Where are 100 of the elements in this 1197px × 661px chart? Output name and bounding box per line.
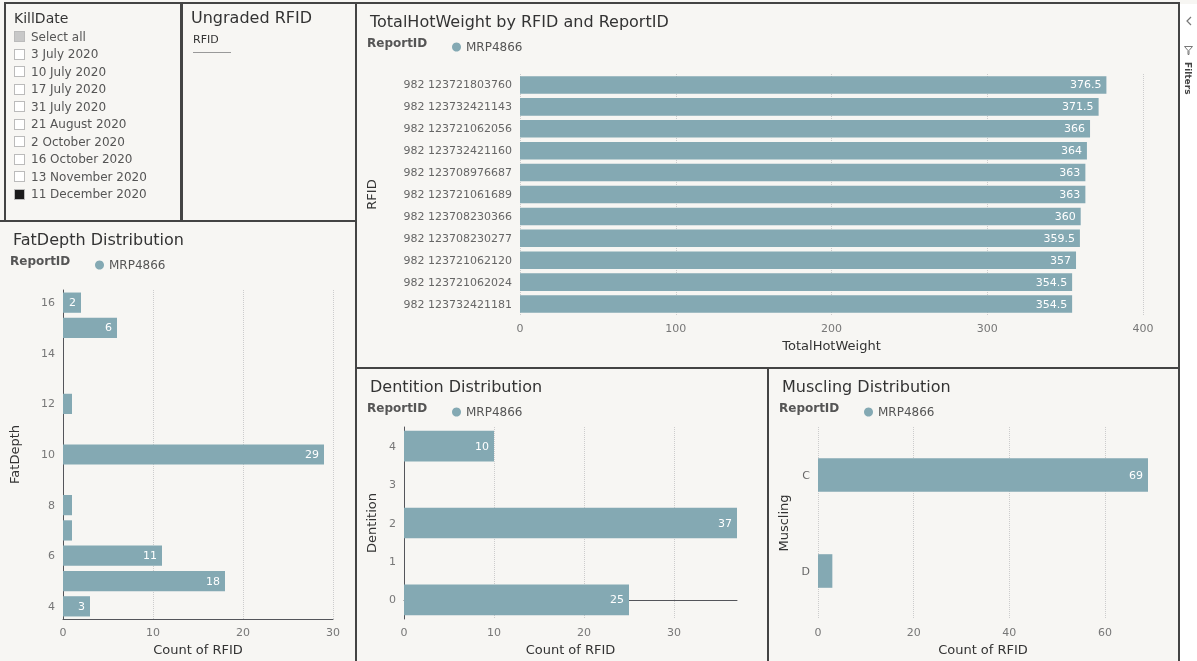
bar	[520, 141, 1087, 160]
category-label: 21 August 2020	[31, 117, 127, 132]
bar	[63, 292, 81, 313]
y-tick-label: 10	[41, 448, 55, 461]
category-label: 3 July 2020	[31, 47, 99, 62]
legend-title: ReportID	[367, 401, 428, 415]
text: Filters	[1183, 62, 1193, 95]
data-label: 363	[1059, 188, 1081, 201]
data-label: 371.5	[1062, 100, 1094, 114]
data-label: 366	[1064, 122, 1086, 136]
data-label: 6	[105, 321, 112, 335]
bar	[520, 185, 1086, 204]
y-axis-title: Muscling	[776, 494, 791, 552]
data-label: 11	[143, 549, 157, 563]
bar	[520, 273, 1073, 291]
bar	[520, 251, 1077, 269]
data-label: 69	[1129, 468, 1143, 482]
y-axis-title: RFID	[364, 179, 379, 210]
legend-label: MRP4866	[466, 405, 523, 419]
bar	[63, 520, 72, 541]
bar	[63, 393, 72, 415]
data-label: 37	[718, 516, 732, 530]
x-tick-label: 0	[59, 626, 67, 639]
category-label: 31 July 2020	[31, 99, 107, 114]
bar	[63, 545, 162, 566]
y-tick-label: 982 123708230366	[403, 209, 512, 223]
y-tick-label: 14	[41, 346, 55, 360]
x-axis-title: Count of RFID	[938, 641, 1028, 657]
x-tick-label: 100	[665, 322, 687, 335]
data-label: 360	[1054, 209, 1076, 223]
bar	[520, 163, 1086, 182]
legend-title: ReportID	[367, 36, 428, 50]
y-tick-label: 12	[41, 397, 55, 411]
y-tick-label: 2	[389, 516, 396, 530]
chart-title: Dentition Distribution	[370, 376, 543, 396]
data-label: 357	[1050, 253, 1072, 267]
x-tick-label: 300	[976, 322, 998, 335]
y-tick-label: 982 123721062120	[403, 253, 512, 267]
bar	[520, 295, 1073, 313]
x-axis-title: Count of RFID	[525, 641, 616, 657]
data-label: 354.5	[1035, 275, 1068, 289]
bar	[63, 596, 90, 617]
x-tick-label: 200	[821, 322, 842, 335]
data-label: 354.5	[1035, 297, 1068, 311]
y-tick-label: 982 123732421181	[403, 297, 512, 311]
data-label: 363	[1059, 166, 1081, 180]
legend-title: ReportID	[10, 254, 71, 268]
text: Ungraded RFID	[191, 8, 313, 27]
y-tick-label: 982 123721803760	[403, 78, 512, 92]
x-tick-label: 10	[487, 626, 501, 639]
legend-label: MRP4866	[109, 258, 166, 272]
x-tick-label: 0	[814, 626, 822, 639]
data-label: 29	[305, 448, 319, 461]
y-tick-label: D	[801, 564, 810, 578]
data-label: 376.5	[1069, 78, 1102, 92]
text: KillDate	[14, 10, 70, 26]
x-tick-label: 10	[146, 626, 160, 639]
y-tick-label: 982 123721062024	[403, 275, 512, 289]
data-label: 2	[69, 296, 76, 310]
y-tick-label: 4	[389, 439, 396, 453]
y-tick-label: 982 123721061689	[403, 188, 512, 201]
bar	[63, 494, 72, 516]
legend-label: MRP4866	[466, 40, 523, 54]
bar	[404, 430, 494, 462]
bar	[63, 444, 324, 465]
x-axis-title: Count of RFID	[153, 641, 243, 657]
y-tick-label: 6	[48, 549, 55, 563]
data-label: 25	[610, 593, 624, 607]
bar	[520, 98, 1099, 116]
x-tick-label: 0	[516, 322, 524, 335]
bar	[63, 570, 225, 592]
y-tick-label: 982 123721062056	[403, 122, 512, 136]
x-tick-label: 400	[1132, 322, 1154, 335]
y-tick-label: 8	[48, 498, 55, 512]
category-label: 16 October 2020	[31, 152, 133, 167]
x-tick-label: 20	[236, 626, 250, 639]
bar	[404, 507, 737, 539]
x-tick-label: 20	[577, 626, 591, 639]
category-label: 10 July 2020	[31, 64, 107, 79]
y-tick-label: 3	[389, 478, 396, 492]
y-tick-label: C	[802, 468, 811, 482]
text: RFID	[193, 33, 231, 53]
y-tick-label: 4	[48, 599, 55, 613]
bar	[404, 584, 629, 616]
y-tick-label: 982 123708230277	[403, 231, 512, 245]
data-label: 3	[78, 599, 85, 613]
y-tick-label: 982 123732421143	[403, 100, 512, 114]
legend-title: ReportID	[779, 401, 840, 415]
x-axis-title: TotalHotWeight	[781, 337, 881, 353]
category-label: 2 October 2020	[31, 134, 125, 149]
legend-label: MRP4866	[878, 405, 935, 419]
bar	[520, 76, 1107, 94]
category-label: 11 December 2020	[31, 187, 147, 202]
data-label: 359.5	[1043, 231, 1075, 245]
y-tick-label: 0	[389, 593, 396, 607]
x-tick-label: 60	[1097, 626, 1112, 639]
bar	[63, 317, 117, 339]
y-tick-label: 982 123732421160	[403, 144, 512, 158]
x-tick-label: 30	[326, 626, 340, 639]
y-tick-label: 16	[41, 296, 55, 310]
